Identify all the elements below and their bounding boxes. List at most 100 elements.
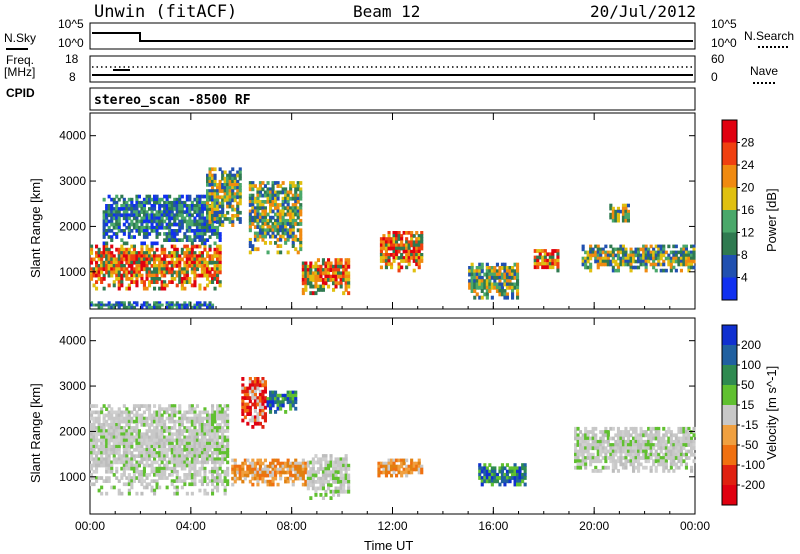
velocity-echo-cell: [193, 466, 197, 471]
velocity-echo-cell: [102, 435, 106, 440]
velocity-echo-cell: [153, 479, 157, 483]
velocity-echo-cell: [327, 480, 331, 484]
power-echo-cell: [178, 303, 182, 307]
velocity-echo-cell: [175, 460, 179, 465]
velocity-echo-cell: [218, 441, 222, 446]
power-echo-cell: [253, 209, 257, 214]
power-echo-cell: [218, 280, 222, 284]
power-echo-cell: [216, 213, 220, 218]
velocity-echo-cell: [609, 426, 613, 431]
velocity-echo-cell: [148, 473, 152, 477]
velocity-echo-cell: [211, 416, 215, 421]
power-echo-cell: [485, 266, 489, 270]
xtick-label: 08:00: [277, 519, 307, 533]
power-echo-cell: [206, 277, 210, 281]
velocity-echo-cell: [218, 426, 222, 430]
power-echo-cell: [619, 209, 623, 214]
power-echo-cell: [148, 213, 152, 218]
velocity-echo-cell: [644, 465, 648, 470]
velocity-colorbar-segment: [722, 445, 737, 466]
velocity-echo-cell: [97, 423, 101, 427]
velocity-echo-cell: [642, 449, 646, 454]
velocity-echo-cell: [581, 446, 585, 451]
power-echo-cell: [195, 229, 199, 233]
velocity-echo-cell: [148, 410, 152, 415]
power-echo-cell: [92, 303, 96, 307]
velocity-echo-cell: [183, 473, 187, 477]
power-echo-cell: [248, 203, 252, 207]
power-echo-cell: [626, 215, 630, 220]
velocity-echo-cell: [639, 439, 643, 444]
velocity-echo-cell: [682, 459, 686, 464]
velocity-echo-cell: [135, 438, 139, 443]
power-echo-cell: [213, 219, 217, 224]
velocity-colorbar-tick-label: -15: [741, 418, 759, 432]
power-echo-cell: [604, 253, 608, 258]
power-echo-cell: [281, 215, 285, 220]
power-echo-cell: [556, 268, 560, 273]
velocity-echo-cell: [163, 469, 167, 474]
velocity-echo-cell: [339, 486, 343, 491]
velocity-echo-cell: [299, 464, 303, 469]
power-echo-cell: [228, 183, 232, 187]
velocity-echo-cell: [248, 412, 252, 416]
power-echo-cell: [168, 270, 172, 275]
power-echo-cell: [178, 194, 182, 199]
power-echo-cell: [296, 206, 300, 211]
power-echo-cell: [178, 207, 182, 211]
power-echo-cell: [475, 279, 479, 284]
power-echo-cell: [190, 207, 194, 211]
power-echo-cell: [216, 257, 220, 262]
power-echo-cell: [291, 244, 295, 248]
power-echo-cell: [158, 213, 162, 218]
velocity-echo-cell: [347, 480, 351, 484]
power-echo-cell: [321, 278, 325, 282]
power-echo-cell: [332, 264, 336, 269]
power-echo-cell: [473, 285, 477, 290]
velocity-echo-cell: [311, 486, 315, 491]
velocity-echo-cell: [233, 470, 237, 475]
velocity-echo-cell: [180, 441, 184, 446]
power-echo-cell: [175, 257, 179, 262]
power-echo-cell: [291, 196, 295, 201]
velocity-colorbar-segment: [722, 425, 737, 446]
velocity-echo-cell: [266, 464, 270, 469]
velocity-echo-cell: [319, 457, 323, 462]
power-echo-cell: [616, 265, 620, 270]
power-echo-cell: [142, 219, 146, 224]
velocity-echo-cell: [125, 444, 129, 449]
velocity-echo-cell: [523, 466, 527, 471]
velocity-echo-cell: [624, 459, 628, 464]
power-echo-cell: [211, 204, 215, 209]
velocity-echo-cell: [102, 404, 106, 408]
velocity-echo-cell: [251, 402, 255, 407]
power-echo-cell: [135, 219, 139, 224]
power-echo-cell: [263, 228, 267, 233]
velocity-echo-cell: [183, 460, 187, 465]
power-echo-cell: [107, 257, 111, 262]
power-echo-cell: [677, 250, 681, 255]
power-echo-cell: [485, 279, 489, 284]
velocity-echo-cell: [198, 466, 202, 471]
velocity-echo-cell: [218, 460, 222, 465]
velocity-echo-cell: [579, 430, 583, 434]
power-echo-cell: [253, 237, 257, 242]
velocity-echo-cell: [175, 457, 179, 462]
velocity-echo-cell: [198, 419, 202, 424]
velocity-echo-cell: [626, 446, 630, 451]
velocity-echo-cell: [122, 410, 126, 415]
velocity-echo-cell: [417, 464, 421, 469]
power-echo-cell: [294, 203, 298, 207]
power-echo-cell: [135, 270, 139, 275]
velocity-echo-cell: [319, 460, 323, 465]
power-echo-cell: [490, 275, 494, 280]
velocity-echo-cell: [206, 444, 210, 449]
velocity-echo-cell: [200, 466, 204, 471]
power-echo-cell: [203, 267, 207, 272]
power-echo-cell: [127, 270, 131, 275]
power-echo-cell: [556, 252, 560, 257]
power-echo-cell: [130, 254, 134, 259]
power-echo-cell: [269, 187, 273, 192]
power-echo-cell: [163, 247, 167, 252]
power-echo-cell: [203, 216, 207, 221]
